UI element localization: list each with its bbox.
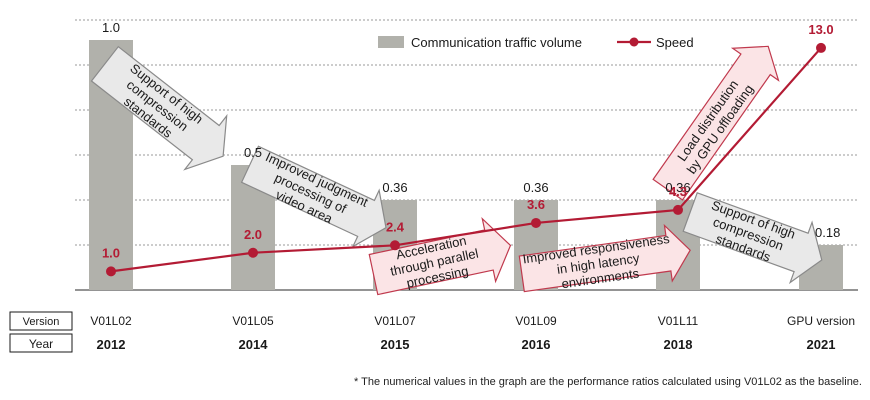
version-tick-label: V01L09 bbox=[515, 314, 557, 328]
annotation-arrow-shape bbox=[518, 223, 691, 293]
speed-point bbox=[531, 217, 541, 228]
speed-line bbox=[110, 47, 822, 273]
speed-value-label: 4.3 bbox=[669, 184, 687, 199]
legend-label-bars: Communication traffic volume bbox=[411, 35, 582, 50]
legend-swatch-marker bbox=[629, 37, 639, 47]
legend-label-line: Speed bbox=[656, 35, 694, 50]
year-row-label: Year bbox=[29, 337, 53, 351]
speed-value-label: 1.0 bbox=[102, 245, 120, 260]
annotation-arrow-shape bbox=[90, 45, 228, 171]
bar-value-label: 0.18 bbox=[815, 225, 840, 240]
speed-point bbox=[390, 240, 400, 251]
version-tick-label: V01L05 bbox=[232, 314, 274, 328]
bar-value-label: 0.36 bbox=[382, 180, 407, 195]
speed-value-label: 2.0 bbox=[244, 227, 262, 242]
version-tick-label: V01L07 bbox=[374, 314, 416, 328]
version-tick-label: GPU version bbox=[787, 314, 855, 328]
version-tick-label: V01L11 bbox=[658, 314, 699, 328]
speed-value-label: 3.6 bbox=[527, 197, 545, 212]
chart: Support of highcompressionstandardsImpro… bbox=[9, 19, 858, 353]
annotation-arrow-shape bbox=[240, 145, 387, 248]
speed-point bbox=[106, 266, 116, 277]
bar-value-label: 0.36 bbox=[665, 180, 690, 195]
speed-point bbox=[248, 247, 258, 258]
year-tick-label: 2021 bbox=[807, 337, 836, 352]
legend: Communication traffic volume Speed bbox=[378, 35, 694, 50]
version-row-label: Version bbox=[23, 316, 60, 328]
speed-point bbox=[673, 204, 683, 215]
annotation-arrow-shape bbox=[652, 45, 780, 201]
year-tick-label: 2016 bbox=[522, 337, 551, 352]
year-tick-label: 2015 bbox=[381, 337, 410, 352]
year-tick-label: 2014 bbox=[239, 337, 269, 352]
bar-value-label: 0.36 bbox=[523, 180, 548, 195]
version-row-label-box bbox=[9, 311, 73, 331]
bar-value-label: 0.5 bbox=[244, 145, 262, 160]
footnote: * The numerical values in the graph are … bbox=[354, 376, 862, 388]
year-tick-label: 2018 bbox=[664, 337, 693, 352]
speed-value-label: 13.0 bbox=[808, 22, 833, 37]
legend-swatch-bars bbox=[378, 36, 404, 48]
annotation-arrow-shape bbox=[682, 192, 823, 285]
year-tick-label: 2012 bbox=[97, 337, 126, 352]
speed-value-label: 2.4 bbox=[386, 219, 405, 234]
bar-value-label: 1.0 bbox=[102, 20, 120, 35]
year-row-label-box bbox=[9, 333, 73, 353]
version-tick-label: V01L02 bbox=[90, 314, 132, 328]
annotation-arrow-shape bbox=[368, 216, 512, 296]
speed-point bbox=[816, 42, 826, 53]
